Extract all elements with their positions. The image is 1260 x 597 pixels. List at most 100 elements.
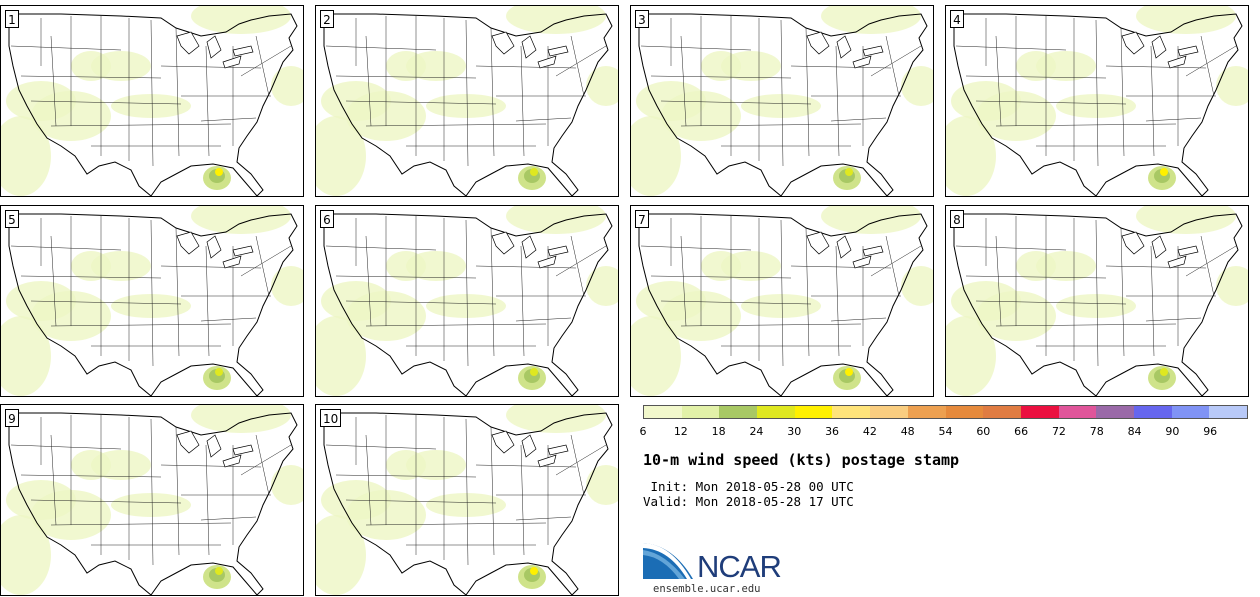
colorbar-segment xyxy=(681,406,720,418)
state-border xyxy=(255,434,270,496)
great-lake xyxy=(206,235,222,259)
member-panel-7: 7 xyxy=(630,205,934,397)
usa-map xyxy=(1,206,303,396)
colorbar-segment xyxy=(644,406,682,418)
wind-shading xyxy=(506,6,606,34)
great-lake xyxy=(232,444,254,456)
usa-map xyxy=(946,6,1248,196)
state-border xyxy=(520,245,525,357)
great-lake xyxy=(547,245,569,257)
state-border xyxy=(365,522,547,526)
state-border xyxy=(160,464,262,468)
state-border xyxy=(965,275,1107,279)
state-border xyxy=(365,35,372,127)
state-border xyxy=(660,100,812,105)
great-lake xyxy=(491,231,515,255)
state-border xyxy=(160,265,262,269)
wind-shading xyxy=(316,116,366,196)
storm-core xyxy=(845,168,853,176)
state-border xyxy=(780,19,784,167)
state-border xyxy=(365,235,372,327)
state-border xyxy=(805,227,810,357)
great-lake xyxy=(547,444,569,456)
state-border xyxy=(995,323,1177,327)
state-border xyxy=(50,35,57,127)
storm-core xyxy=(1160,168,1168,176)
state-border xyxy=(10,444,122,450)
state-border xyxy=(50,123,232,127)
colorbar-tick-label: 84 xyxy=(1127,425,1142,438)
wind-shading xyxy=(271,465,303,505)
member-panel-2: 2 xyxy=(315,5,619,197)
wind-shading xyxy=(271,66,303,106)
state-border xyxy=(570,235,585,297)
usa-map xyxy=(631,6,933,196)
state-border xyxy=(205,45,210,157)
state-border xyxy=(680,235,687,327)
state-border xyxy=(965,75,1107,79)
colorbar-tick-label: 36 xyxy=(825,425,840,438)
wind-shading xyxy=(506,206,606,234)
state-border xyxy=(1150,45,1155,157)
state-border xyxy=(1120,227,1125,357)
member-panel-4: 4 xyxy=(945,5,1249,197)
state-border xyxy=(555,245,607,277)
state-border xyxy=(200,516,257,521)
member-label: 2 xyxy=(320,10,334,28)
state-border xyxy=(640,245,752,251)
state-border xyxy=(1095,19,1099,167)
member-label: 5 xyxy=(5,210,19,228)
init-time: Init: Mon 2018-05-28 00 UTC xyxy=(643,479,854,494)
usa-map xyxy=(316,405,618,595)
state-border xyxy=(790,65,892,69)
state-border xyxy=(50,323,232,327)
wind-shading xyxy=(426,294,506,318)
member-panel-1: 1 xyxy=(0,5,304,197)
storm-core xyxy=(845,368,853,376)
colorbar-segment xyxy=(1171,406,1210,418)
great-lake xyxy=(232,245,254,257)
storm-core xyxy=(215,567,223,575)
usa-map xyxy=(316,6,618,196)
country-outline xyxy=(8,213,298,396)
state-border xyxy=(10,245,122,251)
colorbar-segment xyxy=(719,406,758,418)
state-border xyxy=(175,426,180,556)
great-lake xyxy=(232,45,254,57)
storm-core xyxy=(215,368,223,376)
country-outline xyxy=(638,13,928,196)
wind-shading xyxy=(426,94,506,118)
state-border xyxy=(640,45,752,51)
great-lake xyxy=(1121,231,1145,255)
state-border xyxy=(50,522,232,526)
wind-shading xyxy=(946,316,996,396)
member-panel-10: 10 xyxy=(315,404,619,596)
great-lake xyxy=(1167,55,1187,69)
colorbar-segment xyxy=(870,406,908,418)
great-lake xyxy=(222,255,242,269)
great-lake xyxy=(222,55,242,69)
wind-shading xyxy=(901,66,933,106)
great-lake xyxy=(521,434,537,458)
wind-shading xyxy=(111,94,191,118)
state-border xyxy=(345,100,497,105)
country-outline xyxy=(8,412,298,595)
wind-shading xyxy=(191,405,291,433)
state-border xyxy=(680,35,687,127)
colorbar-segment xyxy=(945,406,984,418)
state-border xyxy=(465,219,469,367)
state-border xyxy=(345,499,497,504)
wind-shading xyxy=(741,294,821,318)
colorbar-segment xyxy=(794,406,833,418)
state-border xyxy=(570,35,585,97)
state-border xyxy=(955,245,1067,251)
state-border xyxy=(835,245,840,357)
great-lake xyxy=(491,31,515,55)
member-panel-8: 8 xyxy=(945,205,1249,397)
wind-shading xyxy=(191,6,291,34)
usa-map xyxy=(316,206,618,396)
wind-shading xyxy=(271,266,303,306)
colorbar-segment xyxy=(1096,406,1134,418)
state-border xyxy=(830,317,887,322)
colorbar-tick-label: 90 xyxy=(1165,425,1180,438)
